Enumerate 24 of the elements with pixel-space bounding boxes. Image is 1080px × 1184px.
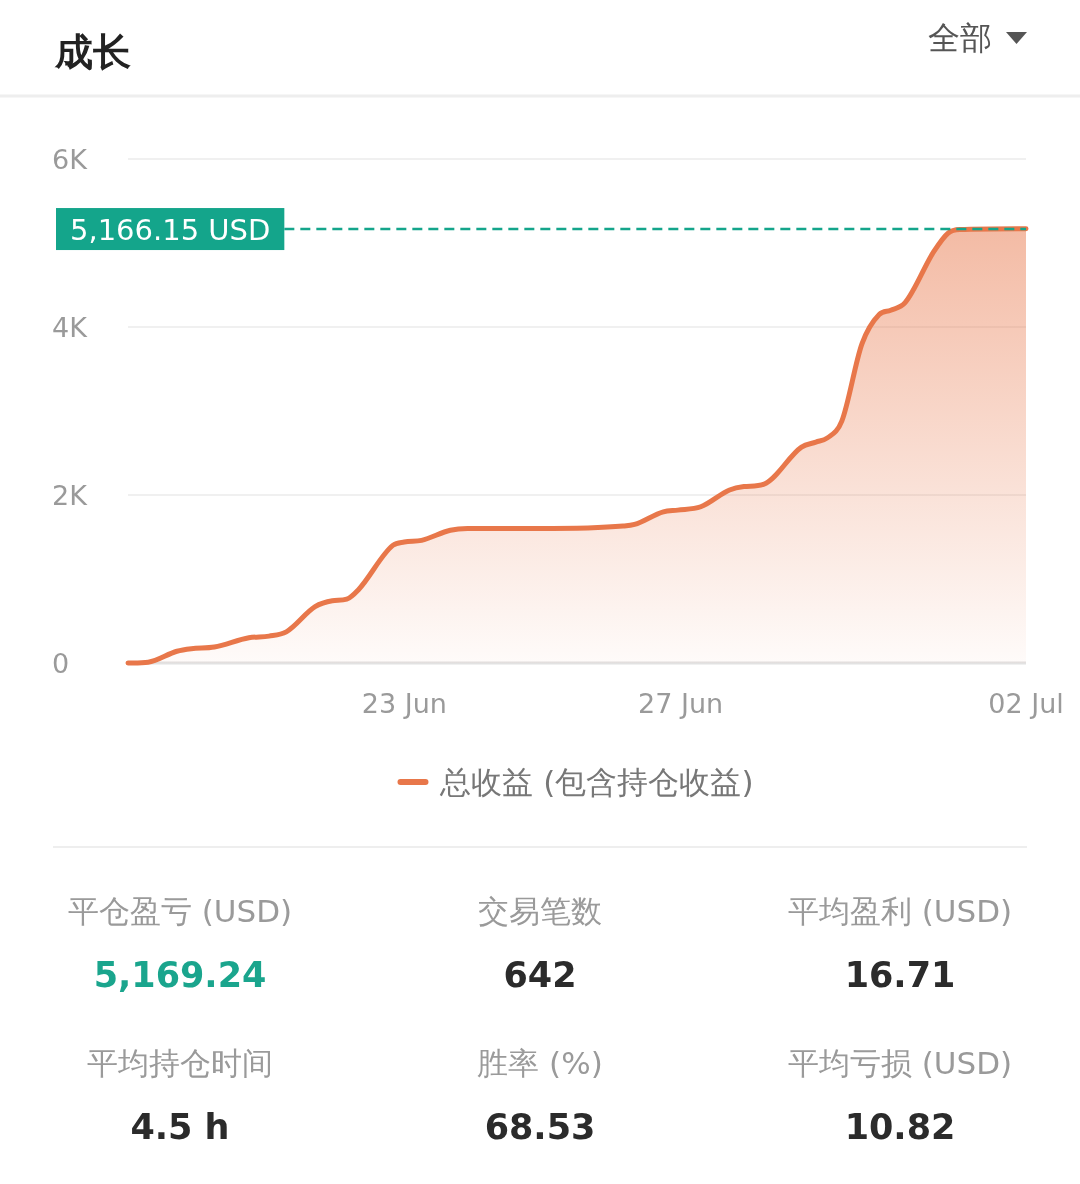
stat-value: 68.53 <box>484 1107 596 1147</box>
x-tick-label: 02 Jul <box>988 687 1064 719</box>
stat-label: 平仓盈亏 (USD) <box>67 893 293 929</box>
y-tick-label: 2K <box>52 479 87 511</box>
y-tick-label: 0 <box>52 647 70 679</box>
stat-value: 642 <box>503 955 577 995</box>
stat-label: 胜率 (%) <box>477 1045 603 1081</box>
stat-value: 5,169.24 <box>93 955 267 995</box>
stat-value: 4.5 h <box>130 1107 230 1147</box>
ref-label: 5,166.15 USD <box>56 208 285 251</box>
stat-label: 平均持仓时间 <box>87 1045 273 1081</box>
stat-label: 平均盈利 (USD) <box>787 893 1013 929</box>
stat-label: 交易笔数 <box>478 893 602 929</box>
y-tick-label: 4K <box>52 311 87 343</box>
stat-value: 10.82 <box>844 1107 956 1147</box>
y-tick-label: 6K <box>52 143 87 175</box>
title: 成长 <box>55 30 131 74</box>
stat-value: 16.71 <box>844 955 956 995</box>
ref-line-label: 5,166.15 USD <box>70 213 271 248</box>
x-tick-label: 27 Jun <box>638 687 724 719</box>
filter-label: 全部 <box>928 19 992 57</box>
legend-label: 总收益 (包含持仓收益) <box>440 764 754 800</box>
x-tick-label: 23 Jun <box>361 687 447 719</box>
stat-label: 平均亏损 (USD) <box>787 1045 1013 1081</box>
